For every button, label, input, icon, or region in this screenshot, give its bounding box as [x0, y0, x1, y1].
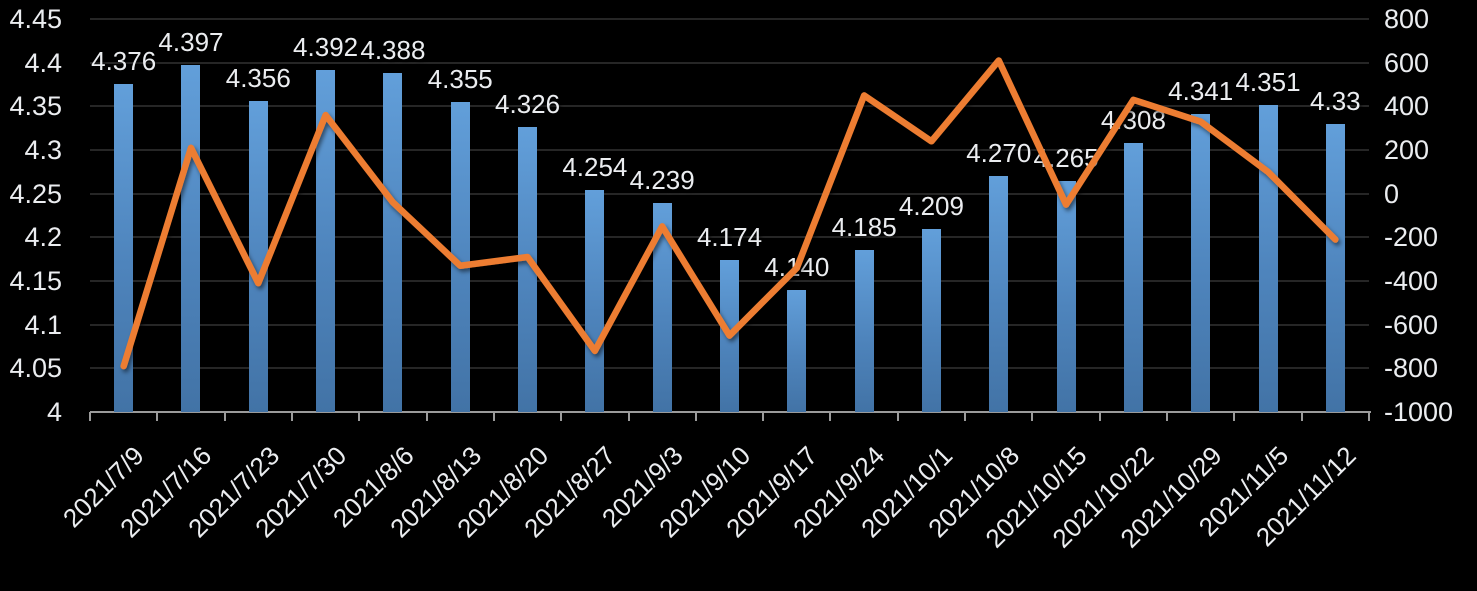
left-axis-tick-label: 4.45 [9, 4, 62, 34]
bar-value-label: 4.254 [562, 152, 628, 183]
x-axis-tick [762, 412, 765, 421]
left-axis-tick-label: 4.1 [24, 309, 62, 340]
bar-value-label: 4.326 [495, 89, 561, 120]
bar-value-label: 4.270 [966, 138, 1032, 169]
bar-value-label: 4.33 [1310, 85, 1361, 116]
bar [518, 127, 538, 412]
right-axis-tick-label: -600 [1384, 309, 1439, 340]
x-axis-line [90, 411, 1371, 413]
bar [787, 289, 807, 412]
x-axis-tick [358, 412, 361, 421]
bar [921, 229, 941, 412]
bar [1056, 180, 1076, 412]
bar-value-label: 4.174 [696, 222, 763, 253]
x-axis-tick [156, 412, 159, 421]
x-axis-tick [290, 412, 293, 421]
bar [1325, 123, 1345, 412]
x-axis-tick [964, 412, 967, 421]
bar-value-label: 4.356 [225, 63, 291, 94]
left-axis-tick-label: 4.25 [9, 178, 62, 209]
bar-value-label: 4.209 [898, 191, 964, 222]
x-axis-tick [1098, 412, 1101, 421]
right-axis-tick-label: -1000 [1384, 397, 1454, 427]
bar [181, 65, 201, 412]
bar-value-label: 4.351 [1235, 67, 1301, 98]
x-axis-tick [89, 412, 91, 421]
bar-value-label: 4.140 [764, 251, 830, 282]
left-axis-tick-label: 4.4 [24, 47, 62, 78]
gridline [90, 18, 1369, 20]
bar-value-label: 4.185 [831, 212, 897, 243]
left-axis-tick-label: 4.15 [9, 266, 62, 296]
x-axis-tick [896, 412, 899, 421]
x-axis-tick [1031, 412, 1034, 421]
bar [383, 73, 403, 412]
left-axis-tick-label: 4 [46, 397, 62, 427]
x-axis-tick [627, 412, 630, 421]
bar [248, 101, 268, 412]
bar-value-label: 4.397 [158, 27, 224, 58]
right-axis-tick-label: 200 [1384, 135, 1430, 165]
bar [316, 69, 336, 412]
bar [720, 260, 739, 412]
x-axis-tick [560, 412, 563, 421]
right-axis-tick-label: -400 [1384, 266, 1439, 296]
right-axis-tick-label: -800 [1384, 353, 1439, 384]
right-axis-tick-label: 400 [1384, 91, 1430, 122]
bar [114, 83, 134, 412]
bar-value-label: 4.388 [360, 35, 426, 66]
bar-value-label: 4.341 [1168, 76, 1234, 107]
x-axis-tick [1300, 412, 1303, 421]
bar [1258, 105, 1278, 412]
left-axis-tick-label: 4.05 [9, 353, 62, 384]
x-axis-tick [1166, 412, 1169, 421]
x-axis-tick [694, 412, 697, 421]
x-axis-tick [829, 412, 832, 421]
gridline [90, 149, 1369, 151]
bar-value-label: 4.355 [427, 63, 493, 94]
x-axis-tick [1233, 412, 1236, 421]
bar [854, 250, 874, 412]
bar-value-label: 4.265 [1033, 142, 1099, 173]
left-axis-tick-label: 4.3 [24, 135, 62, 165]
bar [585, 190, 605, 412]
x-axis-tick [492, 412, 495, 421]
right-axis-tick-label: 800 [1384, 4, 1430, 34]
right-axis-tick-label: 0 [1384, 178, 1400, 209]
right-axis-tick-label: -200 [1384, 222, 1439, 253]
bar [1191, 114, 1211, 412]
bar [652, 203, 672, 412]
bar-value-label: 4.392 [293, 31, 359, 62]
bar-value-label: 4.308 [1100, 105, 1166, 135]
bar [989, 176, 1009, 412]
bar-value-label: 4.376 [91, 45, 157, 76]
bar [1123, 143, 1143, 412]
bar [450, 101, 470, 412]
left-axis-tick-label: 4.35 [9, 91, 62, 122]
bar-value-label: 4.239 [629, 165, 695, 196]
gridline [90, 192, 1369, 195]
right-axis-tick-label: 600 [1384, 47, 1430, 78]
x-axis-tick [425, 412, 428, 421]
x-axis-tick [223, 412, 226, 421]
x-axis-tick [1368, 412, 1370, 421]
left-axis-tick-label: 4.2 [24, 222, 62, 253]
